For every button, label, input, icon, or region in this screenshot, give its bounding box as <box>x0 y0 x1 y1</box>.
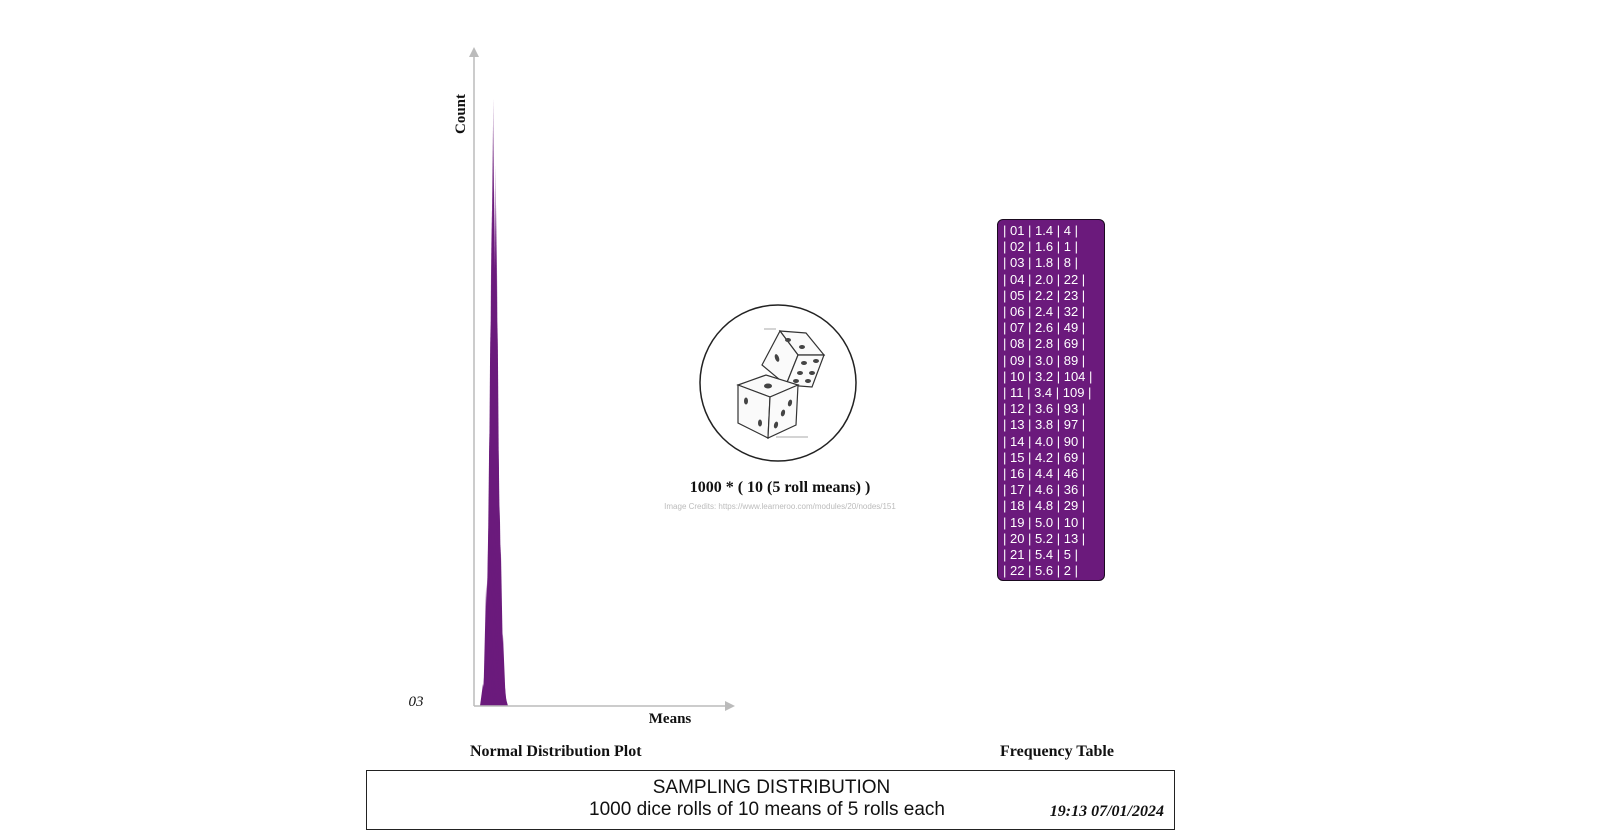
frequency-table-row: | 01 | 1.4 | 4 | <box>1003 223 1078 238</box>
y-tick-label: 03 <box>409 694 424 710</box>
frequency-table: | 01 | 1.4 | 4 | | 02 | 1.6 | 1 | | 03 | 1… <box>997 219 1105 581</box>
frequency-table-row: | 10 | 3.2 | 104 | <box>1003 368 1093 384</box>
table-caption: Frequency Table <box>1000 743 1114 760</box>
frequency-table-row: | 22 | 5.6 | 2 | <box>1003 563 1078 579</box>
x-axis-title: Means <box>649 711 692 727</box>
frequency-table-row: | 21 | 5.4 | 5 | <box>1003 547 1078 563</box>
frequency-table-row: | 17 | 4.6 | 36 | <box>1003 482 1086 498</box>
frequency-table-row: | 18 | 4.8 | 29 | <box>1003 498 1086 514</box>
distribution-peaks <box>480 98 508 707</box>
frequency-table-row: | 07 | 2.6 | 49 | <box>1003 320 1086 336</box>
frequency-table-row: | 06 | 2.4 | 32 | <box>1003 304 1086 320</box>
frequency-table-row: | 09 | 3.0 | 89 | <box>1003 352 1086 368</box>
frequency-table-row: | 19 | 5.0 | 10 | <box>1003 514 1086 530</box>
frequency-table-row: | 12 | 3.6 | 93 | <box>1003 401 1086 417</box>
distribution-peak-5.6 <box>502 694 508 706</box>
plot-caption: Normal Distribution Plot <box>470 743 642 760</box>
frequency-table-row: | 02 | 1.6 | 1 | <box>1003 239 1078 255</box>
frequency-table-row: | 08 | 2.8 | 69 | <box>1003 336 1086 352</box>
frequency-table-row: | 15 | 4.2 | 69 | <box>1003 449 1086 465</box>
frequency-table-row: | 11 | 3.4 | 109 | <box>1003 385 1092 401</box>
frequency-table-row: | 16 | 4.4 | 46 | <box>1003 466 1086 482</box>
normal-distribution-plot: Count Means 03 <box>409 47 735 727</box>
footer-subtitle: 1000 dice rolls of 10 means of 5 rolls e… <box>589 799 945 820</box>
dice-icon <box>699 304 857 462</box>
footer-title: SAMPLING DISTRIBUTION <box>652 777 891 798</box>
frequency-table-row: | 05 | 2.2 | 23 | <box>1003 287 1086 303</box>
dice-image <box>698 303 858 463</box>
frequency-table-row: | 14 | 4.0 | 90 | <box>1003 433 1086 449</box>
frequency-table-row: | 13 | 3.8 | 97 | <box>1003 417 1086 433</box>
frequency-table-row: | 20 | 5.2 | 13 | <box>1003 530 1086 546</box>
dice-label: 1000 * ( 10 (5 roll means) ) <box>689 479 871 496</box>
frequency-table-row: | 04 | 2.0 | 22 | <box>1003 271 1086 287</box>
footer-box: SAMPLING DISTRIBUTION 1000 dice rolls of… <box>366 770 1175 830</box>
frequency-table-row: | 03 | 1.8 | 8 | <box>1003 255 1078 271</box>
y-axis-title: Count <box>453 94 469 134</box>
timestamp: 19:13 07/01/2024 <box>1049 803 1164 820</box>
image-credits: Image Credits: https://www.learneroo.com… <box>664 502 896 511</box>
